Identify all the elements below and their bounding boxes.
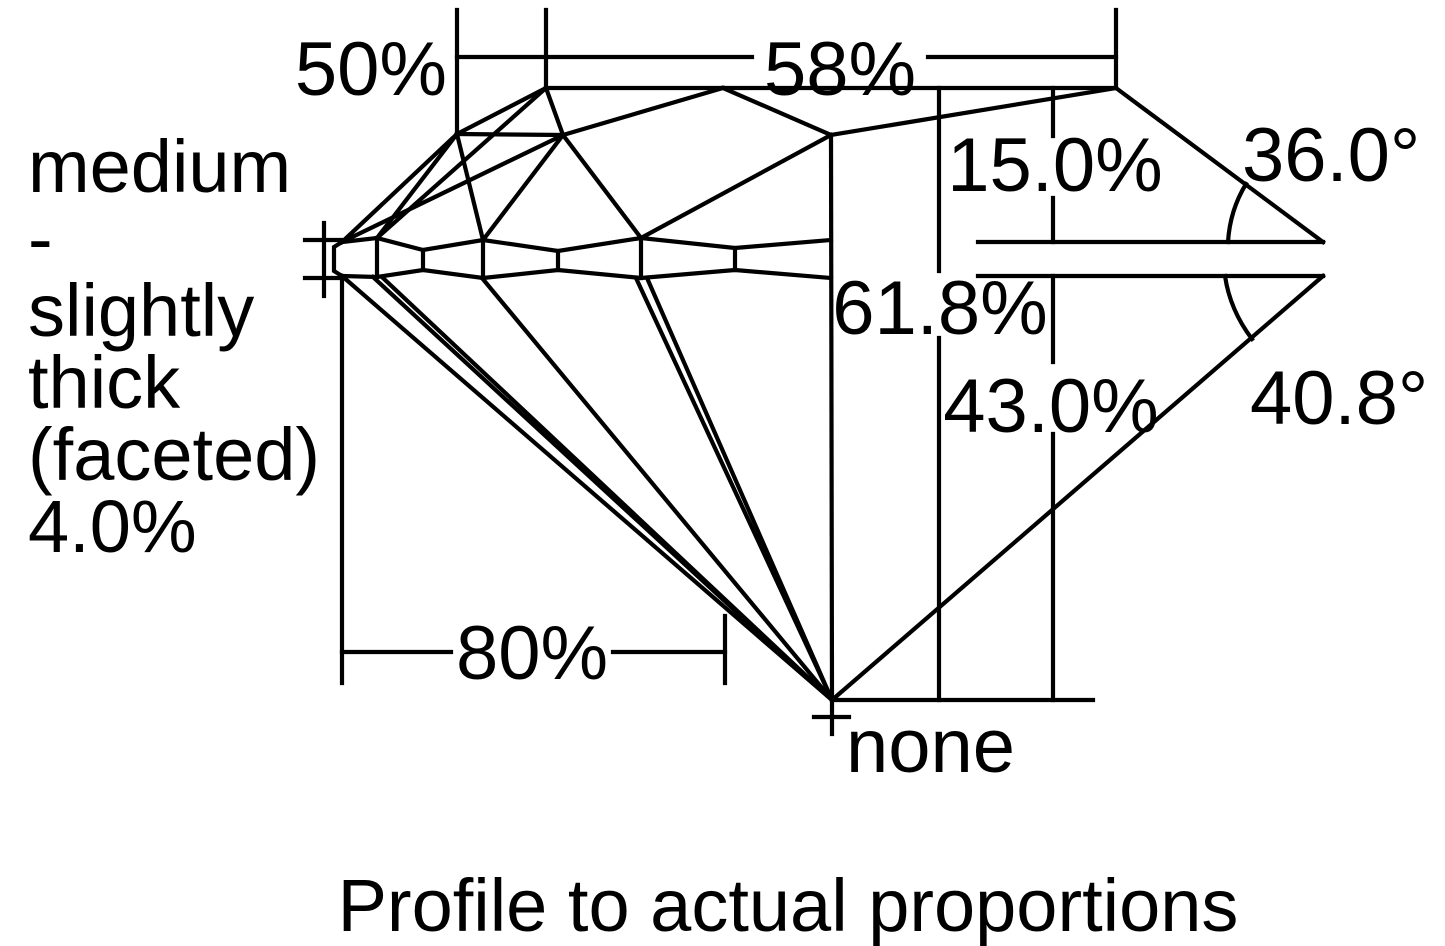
pavilion-depth-label: 43.0% bbox=[943, 364, 1159, 449]
angle-arcs bbox=[1222, 181, 1255, 342]
star-length-label: 50% bbox=[295, 27, 447, 112]
crown-facet-edge bbox=[828, 85, 1119, 138]
girdle-thickness-line-2: - bbox=[28, 197, 53, 280]
girdle-top-edge bbox=[339, 235, 834, 254]
crown-facet-lines bbox=[339, 85, 1119, 245]
crown-height-label: 15.0% bbox=[947, 123, 1163, 208]
pavilion-facet-lines bbox=[339, 132, 835, 703]
girdle-tick-marks bbox=[302, 220, 344, 299]
crown-facet-edge bbox=[560, 85, 726, 138]
depth-dimension-lines bbox=[811, 85, 1096, 737]
table-and-star-dimension-lines bbox=[454, 7, 1119, 137]
center-axis-line bbox=[828, 132, 835, 703]
diagram-linework bbox=[302, 7, 1326, 737]
girdle-thickness-label: medium - slightly thick (faceted) 4.0% bbox=[28, 125, 320, 568]
total-depth-label: 61.8% bbox=[832, 266, 1048, 351]
caption: Profile to actual proportions bbox=[338, 864, 1239, 946]
crown-facet-edge bbox=[374, 85, 549, 241]
pavilion-facet-edge bbox=[644, 275, 835, 703]
pavilion-facet-edge bbox=[479, 275, 835, 703]
girdle-left-tip bbox=[331, 239, 345, 279]
diagram-labels: 50% 58% medium - slightly thick (faceted… bbox=[28, 27, 1428, 946]
pavilion-right-outline bbox=[829, 273, 1326, 703]
diamond-outline bbox=[331, 85, 1326, 703]
crown-facet-edge bbox=[638, 132, 834, 241]
crown-facet-edge bbox=[543, 85, 566, 138]
table-size-label: 58% bbox=[764, 27, 916, 112]
lower-girdle-length-label: 80% bbox=[456, 611, 608, 696]
crown-angle-arc bbox=[1225, 181, 1249, 245]
crown-facet-edge bbox=[720, 85, 834, 138]
girdle-thickness-line-3: slightly bbox=[28, 269, 254, 352]
crown-facet-edge bbox=[339, 132, 566, 245]
crown-angle-label: 36.0° bbox=[1242, 113, 1420, 198]
pavilion-facet-edge bbox=[380, 275, 835, 703]
pavilion-angle-label: 40.8° bbox=[1250, 356, 1428, 441]
girdle-band bbox=[339, 235, 1326, 281]
girdle-thickness-line-5: (faceted) bbox=[28, 413, 320, 496]
crown-facet-edge bbox=[454, 131, 566, 138]
girdle-thickness-line-1: medium bbox=[28, 125, 291, 208]
culet-label: none bbox=[846, 704, 1015, 789]
crown-facet-edge bbox=[480, 132, 566, 243]
pavilion-facet-edge bbox=[339, 273, 835, 703]
girdle-bottom-edge bbox=[339, 267, 834, 281]
girdle-thickness-line-4: thick bbox=[28, 341, 181, 424]
crown-left-outline bbox=[339, 131, 460, 245]
crown-facet-edge bbox=[560, 132, 644, 241]
pavilion-angle-arc bbox=[1222, 273, 1255, 342]
lower-girdle-dimension bbox=[339, 273, 728, 686]
crown-facet-edge bbox=[454, 131, 486, 243]
crown-star-outline bbox=[454, 85, 549, 137]
crown-facet-edge bbox=[374, 131, 460, 241]
girdle-thickness-line-6: 4.0% bbox=[28, 485, 197, 568]
crown-right-bevel bbox=[1113, 85, 1326, 245]
